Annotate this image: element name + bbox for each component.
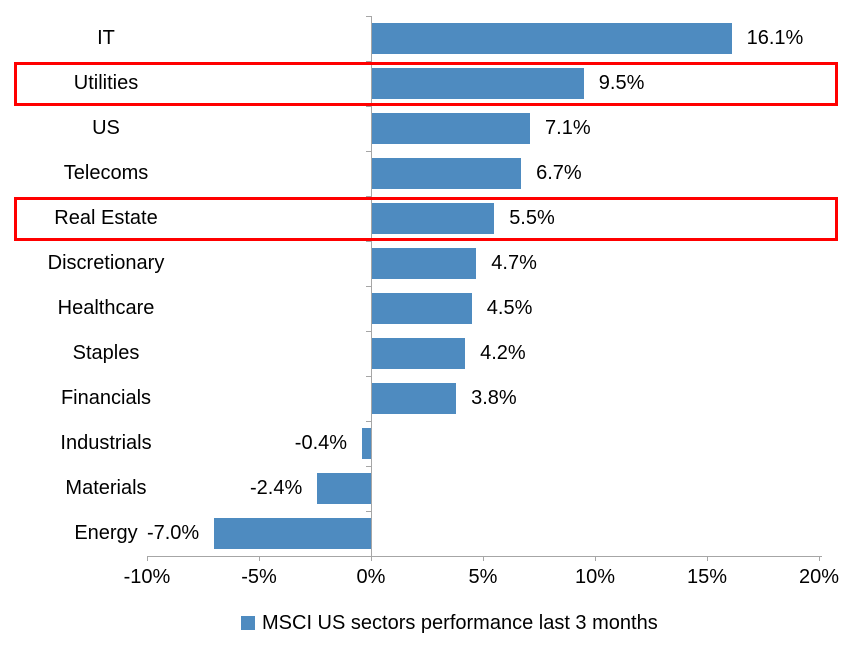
category-axis-line bbox=[371, 16, 372, 556]
bar-us bbox=[371, 113, 531, 144]
value-axis-line bbox=[147, 556, 822, 557]
value-label-materials: -2.4% bbox=[250, 477, 303, 499]
legend-label: MSCI US sectors performance last 3 month… bbox=[262, 611, 658, 634]
bar-financials bbox=[371, 383, 457, 414]
value-label-staples: 4.2% bbox=[480, 342, 526, 364]
category-tick-mark bbox=[366, 511, 371, 512]
bar-staples bbox=[371, 338, 466, 369]
category-label-staples: Staples bbox=[72, 342, 140, 364]
x-axis-tick-mark bbox=[371, 556, 372, 561]
category-tick-mark bbox=[366, 16, 371, 17]
bar-industrials bbox=[362, 428, 371, 459]
value-label-real-estate: 5.5% bbox=[509, 207, 555, 229]
x-axis-tick-mark bbox=[595, 556, 596, 561]
bar-materials bbox=[317, 473, 371, 504]
category-tick-mark bbox=[366, 421, 371, 422]
value-label-us: 7.1% bbox=[545, 117, 591, 139]
x-axis-tick-label-15: 15% bbox=[686, 566, 728, 588]
bar-discretionary bbox=[371, 248, 477, 279]
category-tick-mark bbox=[366, 286, 371, 287]
category-label-real-estate: Real Estate bbox=[54, 207, 158, 229]
value-label-industrials: -0.4% bbox=[294, 432, 348, 454]
bar-it bbox=[371, 23, 732, 54]
category-tick-mark bbox=[366, 196, 371, 197]
category-tick-mark bbox=[366, 106, 371, 107]
value-label-discretionary: 4.7% bbox=[491, 252, 537, 274]
x-axis-tick-label-0: 0% bbox=[356, 566, 386, 588]
x-axis-tick-label-10: -10% bbox=[123, 566, 171, 588]
category-label-telecoms: Telecoms bbox=[63, 162, 149, 184]
category-label-healthcare: Healthcare bbox=[57, 297, 155, 319]
x-axis-tick-mark bbox=[147, 556, 148, 561]
value-label-healthcare: 4.5% bbox=[486, 297, 533, 319]
category-tick-mark bbox=[366, 466, 371, 467]
category-tick-mark bbox=[366, 241, 371, 242]
value-label-financials: 3.8% bbox=[471, 387, 517, 409]
category-label-it: IT bbox=[97, 27, 115, 49]
category-tick-mark bbox=[366, 151, 371, 152]
x-axis-tick-mark bbox=[707, 556, 708, 561]
category-tick-mark bbox=[366, 376, 371, 377]
x-axis-tick-mark bbox=[259, 556, 260, 561]
highlight-box-real-estate bbox=[14, 197, 838, 241]
category-label-utilities: Utilities bbox=[73, 72, 139, 94]
category-label-us: US bbox=[92, 117, 120, 139]
bar-healthcare bbox=[371, 293, 472, 324]
highlight-box-utilities bbox=[14, 62, 838, 106]
bar-telecoms bbox=[371, 158, 522, 189]
bar-real-estate bbox=[371, 203, 495, 234]
category-label-discretionary: Discretionary bbox=[47, 252, 165, 274]
value-label-telecoms: 6.7% bbox=[536, 162, 582, 184]
category-tick-mark bbox=[366, 61, 371, 62]
category-label-energy: Energy bbox=[74, 522, 138, 544]
value-label-energy: -7.0% bbox=[146, 522, 200, 544]
x-axis-tick-label-5: -5% bbox=[241, 566, 277, 588]
category-label-materials: Materials bbox=[65, 477, 147, 499]
x-axis-tick-mark bbox=[483, 556, 484, 561]
value-label-utilities: 9.5% bbox=[598, 72, 645, 94]
bar-energy bbox=[214, 518, 371, 549]
x-axis-tick-label-5: 5% bbox=[468, 566, 498, 588]
bar-utilities bbox=[371, 68, 584, 99]
category-tick-mark bbox=[366, 331, 371, 332]
legend-swatch-icon bbox=[241, 616, 255, 630]
legend: MSCI US sectors performance last 3 month… bbox=[241, 609, 658, 637]
x-axis-tick-label-10: 10% bbox=[574, 566, 616, 588]
category-label-financials: Financials bbox=[60, 387, 152, 409]
x-axis-tick-mark bbox=[819, 556, 820, 561]
value-label-it: 16.1% bbox=[746, 27, 804, 49]
category-label-industrials: Industrials bbox=[60, 432, 152, 454]
x-axis-tick-label-20: 20% bbox=[798, 566, 840, 588]
